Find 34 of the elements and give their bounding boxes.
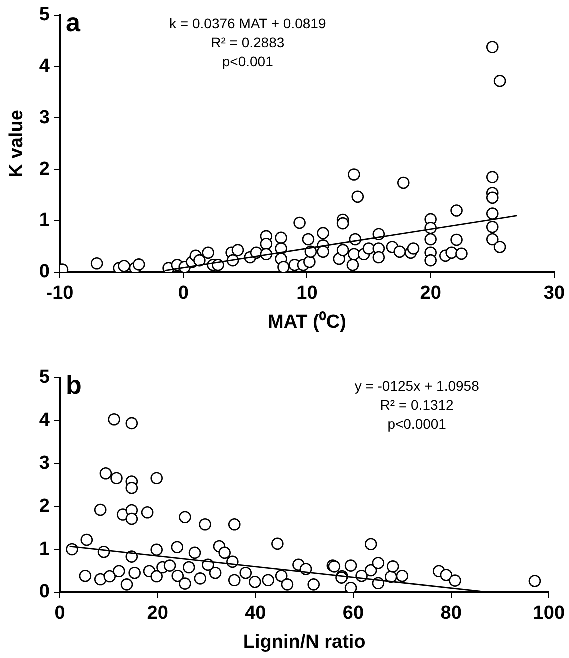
y-tick-label: 2 (39, 158, 50, 180)
y-tick-label: 3 (39, 452, 50, 474)
annotation: R² = 0.2883 (211, 34, 285, 50)
y-tick-label: 1 (39, 538, 50, 560)
x-tick-label: 80 (440, 603, 462, 624)
chart-title: a (66, 8, 81, 38)
x-tick-label: 30 (544, 283, 566, 304)
chart-title: b (66, 370, 82, 400)
annotation: p<0.0001 (388, 416, 447, 432)
y-tick-label: 4 (39, 56, 50, 78)
y-tick-label: 3 (39, 107, 50, 128)
y-tick-label: 1 (39, 210, 50, 232)
x-tick-label: 40 (245, 603, 266, 624)
x-tick-label: 0 (54, 603, 66, 624)
x-axis-title: MAT (⁰C) (268, 310, 346, 333)
x-tick-label: -10 (46, 283, 74, 304)
x-tick-label: 100 (533, 603, 565, 624)
annotation: k = 0.0376 MAT + 0.0819 (170, 15, 326, 32)
x-tick-label: 20 (147, 603, 168, 624)
x-tick-label: 60 (342, 603, 364, 624)
y-tick-label: 4 (39, 410, 50, 432)
y-tick-label: 5 (39, 4, 50, 26)
annotation: R² = 0.1312 (380, 396, 454, 413)
x-tick-label: 10 (296, 283, 318, 304)
x-tick-label: 0 (178, 283, 189, 304)
x-tick-label: 20 (420, 283, 442, 304)
y-tick-label: 0 (39, 582, 50, 603)
y-tick-label: 2 (39, 496, 50, 517)
annotation: p<0.001 (222, 53, 274, 70)
x-axis-title: Lignin/N ratio (243, 632, 366, 653)
y-axis-title: K value (6, 110, 28, 178)
annotation: y = -0125x + 1.0958 (354, 378, 480, 394)
y-tick-label: 0 (39, 262, 50, 283)
y-tick-label: 5 (39, 367, 50, 388)
